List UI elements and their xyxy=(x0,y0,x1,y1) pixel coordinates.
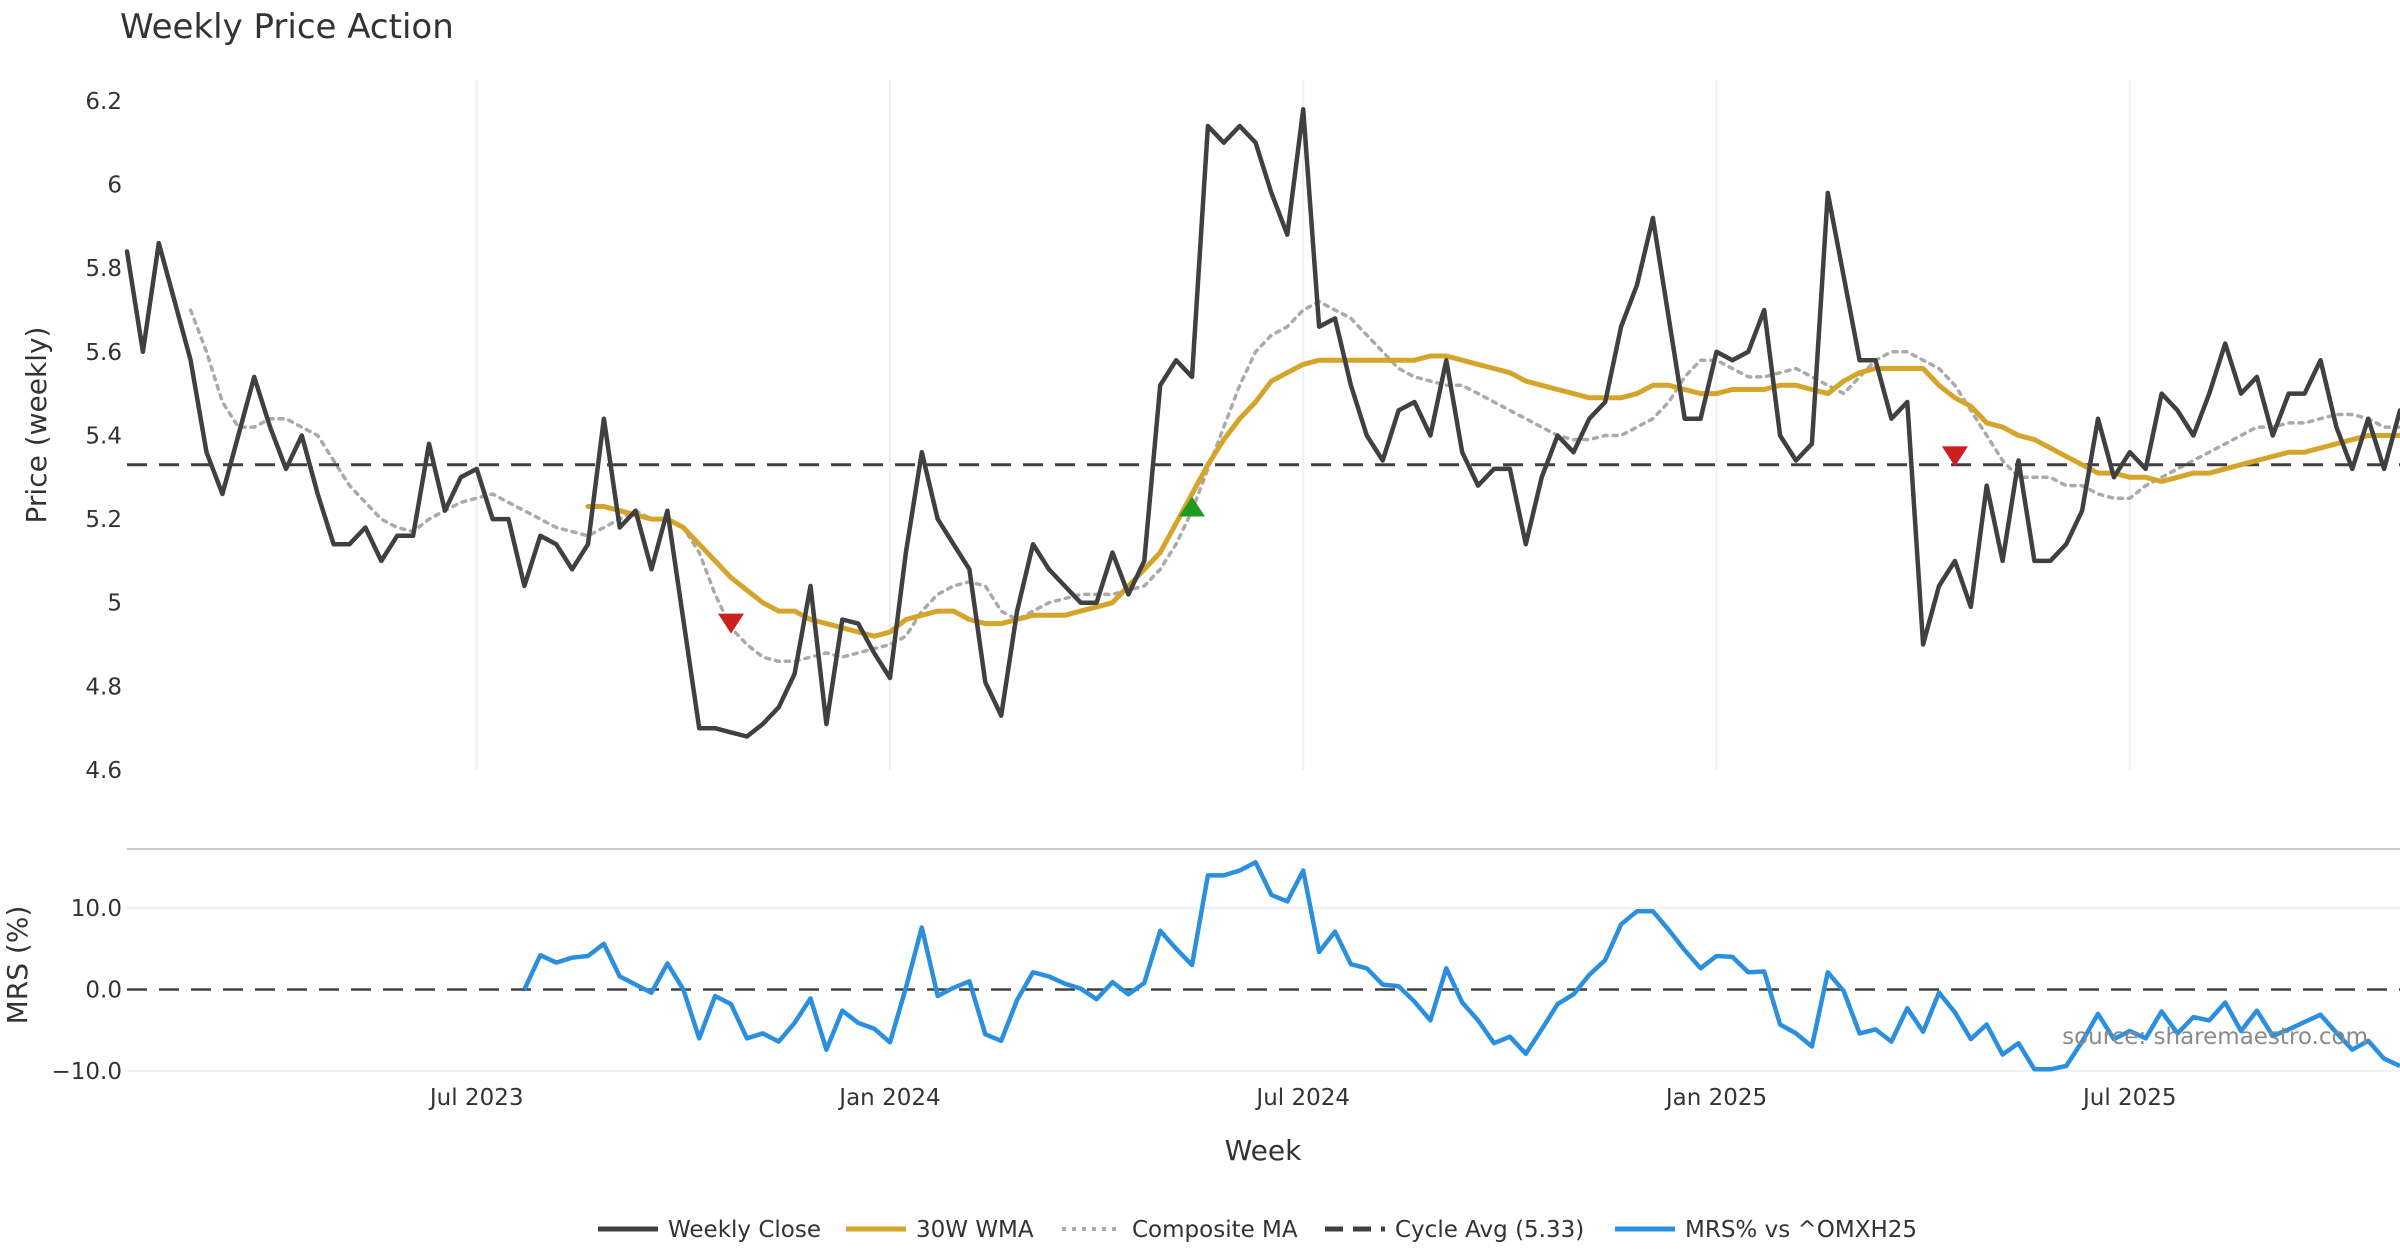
sell-signal-marker xyxy=(1941,446,1968,467)
signal-markers xyxy=(718,446,1968,634)
chart-title: Weekly Price Action xyxy=(120,7,454,47)
legend-label: Composite MA xyxy=(1132,1217,1298,1243)
price-y-tick-label: 5.6 xyxy=(85,340,122,366)
price-y-tick-label: 6 xyxy=(107,173,122,199)
price-y-tick-label: 4.6 xyxy=(85,758,122,784)
legend: Weekly Close 30W WMA Composite MA Cycle Avg… xyxy=(598,1217,1917,1243)
mrs-line xyxy=(522,860,2400,1072)
sell-signal-marker xyxy=(718,613,745,634)
price-y-tick-label: 6.2 xyxy=(85,89,122,115)
mrs-y-ticks: −10.0 0.0 10.0 xyxy=(52,896,122,1085)
x-tick-label: Jul 2023 xyxy=(428,1085,524,1111)
x-ticks: Jul 2023 Jan 2024 Jul 2024 Jan 2025 Jul 2025 xyxy=(428,1085,2177,1111)
legend-label: MRS% vs ^OMXH25 xyxy=(1685,1217,1917,1243)
price-grid xyxy=(475,80,2131,770)
mrs-y-tick-label: 0.0 xyxy=(85,977,122,1003)
x-tick-label: Jan 2025 xyxy=(1664,1085,1767,1111)
legend-label: Weekly Close xyxy=(668,1217,821,1243)
mrs-y-axis-label: MRS (%) xyxy=(1,906,34,1025)
source-note: source: sharemaestro.com xyxy=(2062,1024,2368,1050)
mrs-grid xyxy=(127,906,2400,1072)
legend-label: Cycle Avg (5.33) xyxy=(1395,1217,1584,1243)
composite-ma-line xyxy=(188,299,2400,664)
price-y-tick-label: 5 xyxy=(107,591,122,617)
x-tick-label: Jul 2024 xyxy=(1254,1085,1350,1111)
buy-signal-marker xyxy=(1178,496,1205,517)
price-y-ticks: 4.6 4.8 5 5.2 5.4 5.6 5.8 6 6.2 xyxy=(85,89,122,784)
mrs-y-tick-label: 10.0 xyxy=(71,896,122,922)
price-series xyxy=(124,107,2400,739)
price-y-tick-label: 5.4 xyxy=(85,423,122,449)
legend-label: 30W WMA xyxy=(916,1217,1034,1243)
mrs-series xyxy=(522,860,2400,1072)
price-y-tick-label: 4.8 xyxy=(85,674,122,700)
x-tick-label: Jan 2024 xyxy=(837,1085,940,1111)
price-y-tick-label: 5.2 xyxy=(85,507,122,533)
wma-30w-line xyxy=(585,353,2400,639)
price-y-tick-label: 5.8 xyxy=(85,256,122,282)
mrs-y-tick-label: −10.0 xyxy=(52,1059,122,1085)
x-axis-label: Week xyxy=(1225,1134,1302,1167)
x-tick-label: Jul 2025 xyxy=(2081,1085,2177,1111)
weekly-close-line xyxy=(124,107,2400,739)
price-y-axis-label: Price (weekly) xyxy=(20,327,53,524)
